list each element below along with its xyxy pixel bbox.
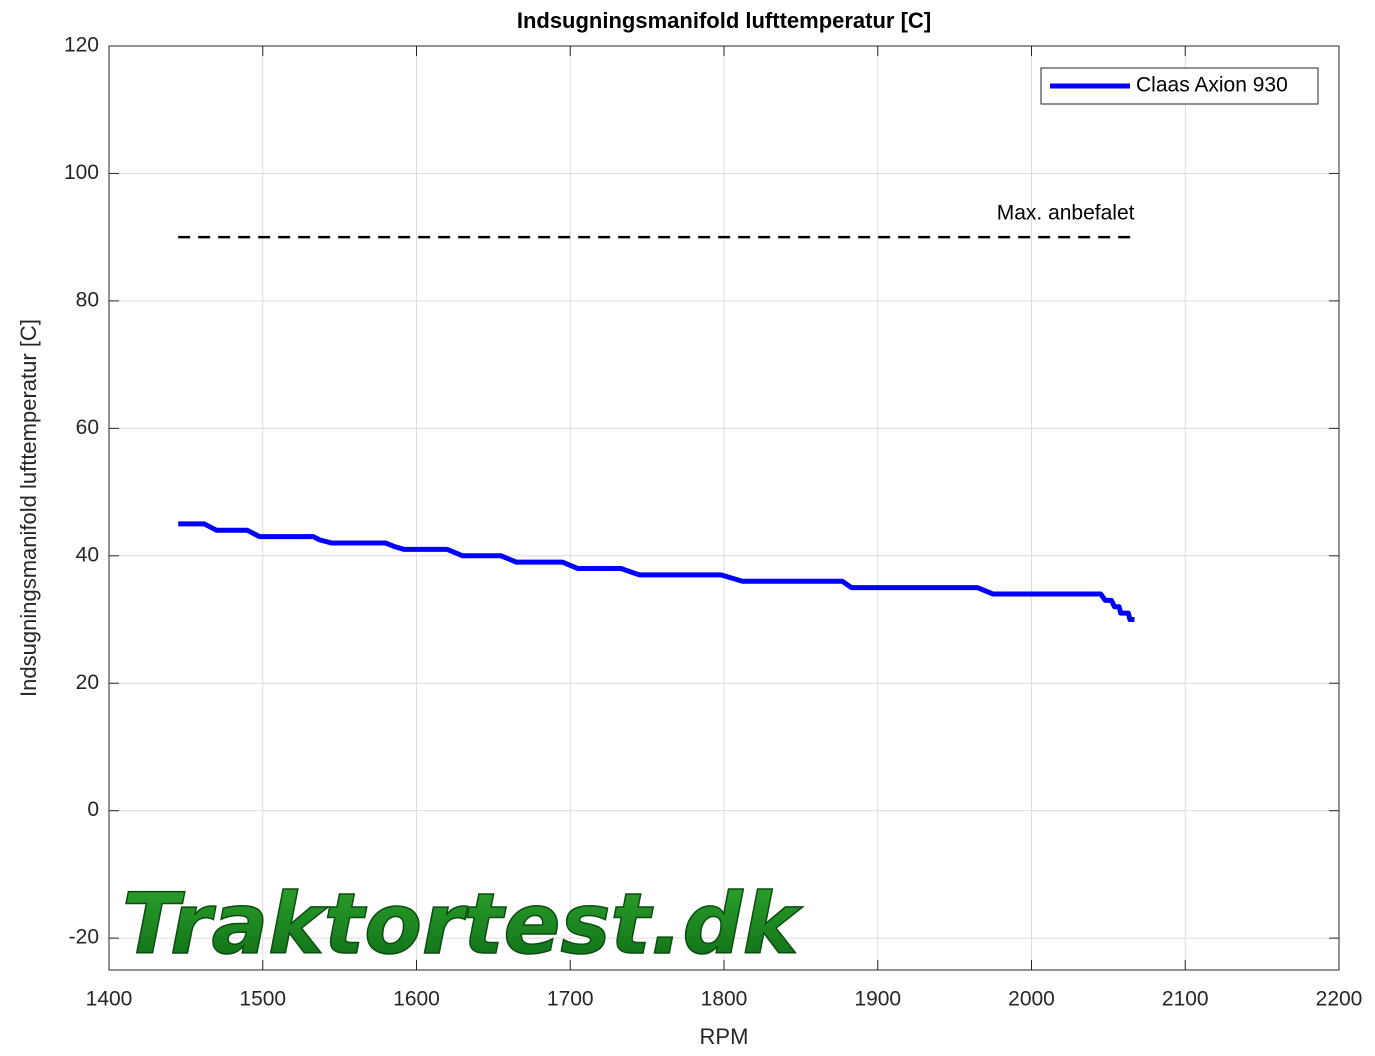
y-tick-label: 60 — [76, 416, 99, 439]
x-tick-label: 1700 — [547, 988, 594, 1011]
y-tick-label: 20 — [76, 671, 99, 694]
x-tick-label: 1400 — [86, 988, 133, 1011]
x-tick-label: 1800 — [701, 988, 748, 1011]
x-tick-label: 1900 — [854, 988, 901, 1011]
plot-frame — [108, 45, 1340, 971]
x-axis-label: RPM — [700, 1024, 749, 1049]
y-tick-label: 80 — [76, 288, 99, 311]
y-tick-label: 40 — [76, 543, 99, 566]
x-tick-label: 2000 — [1008, 988, 1055, 1011]
x-tick-label: 2200 — [1316, 988, 1363, 1011]
watermark: Traktortest.dk — [122, 875, 804, 973]
reference-label: Max. anbefalet — [997, 202, 1135, 225]
y-tick-label: -20 — [69, 926, 99, 949]
y-axis-label: Indsugningsmanifold lufttemperatur [C] — [16, 319, 41, 697]
x-tick-label: 1500 — [239, 988, 286, 1011]
data-line — [178, 521, 1135, 623]
legend-label: Claas Axion 930 — [1136, 74, 1288, 97]
y-tick-label: 120 — [64, 34, 99, 57]
y-tick-label: 0 — [87, 798, 99, 821]
chart-title: Indsugningsmanifold lufttemperatur [C] — [517, 8, 931, 33]
y-tick-label: 100 — [64, 161, 99, 184]
x-tick-label: 2100 — [1162, 988, 1209, 1011]
x-tick-label: 1600 — [393, 988, 440, 1011]
